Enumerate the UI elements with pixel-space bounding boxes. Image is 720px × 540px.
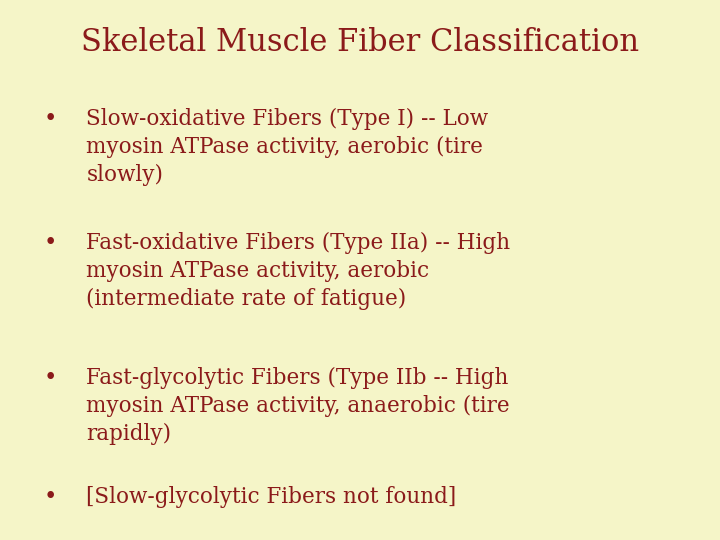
Text: Fast-oxidative Fibers (Type IIa) -- High
myosin ATPase activity, aerobic
(interm: Fast-oxidative Fibers (Type IIa) -- High… [86,232,510,310]
Text: •: • [44,486,57,508]
Text: •: • [44,108,57,130]
Text: •: • [44,232,57,254]
Text: Fast-glycolytic Fibers (Type IIb -- High
myosin ATPase activity, anaerobic (tire: Fast-glycolytic Fibers (Type IIb -- High… [86,367,510,446]
Text: Slow-oxidative Fibers (Type I) -- Low
myosin ATPase activity, aerobic (tire
slow: Slow-oxidative Fibers (Type I) -- Low my… [86,108,489,186]
Text: Skeletal Muscle Fiber Classification: Skeletal Muscle Fiber Classification [81,27,639,58]
Text: •: • [44,367,57,389]
Text: [Slow-glycolytic Fibers not found]: [Slow-glycolytic Fibers not found] [86,486,456,508]
